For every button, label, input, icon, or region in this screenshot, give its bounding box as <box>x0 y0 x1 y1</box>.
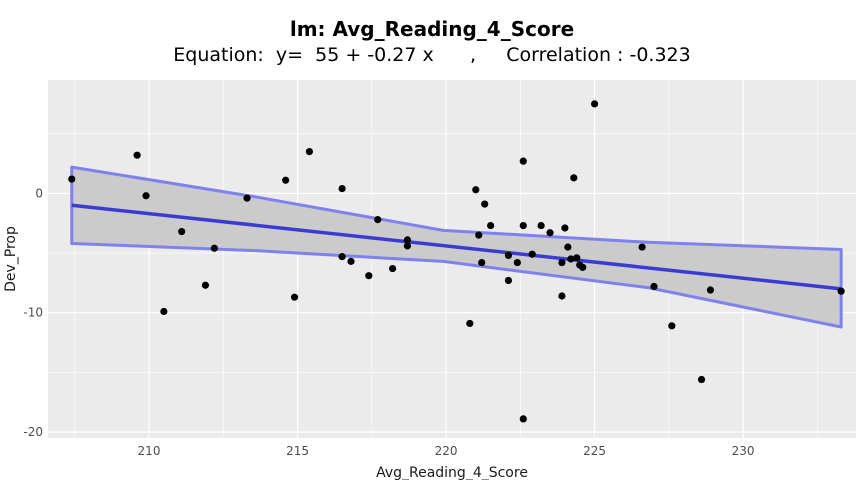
data-point <box>160 307 168 316</box>
data-point <box>519 221 527 230</box>
data-point <box>487 221 495 230</box>
data-point <box>528 250 536 258</box>
data-point <box>558 292 566 300</box>
data-point <box>365 272 373 280</box>
y-tick-label: 0 <box>35 186 43 200</box>
data-point <box>403 242 412 250</box>
data-point <box>374 216 382 224</box>
data-point <box>282 176 290 184</box>
data-point <box>567 255 575 263</box>
data-point <box>243 194 251 202</box>
chart-subtitle: Equation: y= 55 + -0.27 x , Correlation … <box>173 44 691 66</box>
x-tick-label: 225 <box>583 444 606 458</box>
data-point <box>650 282 658 291</box>
data-point <box>504 251 513 260</box>
data-point <box>210 244 218 252</box>
regression-line-group <box>71 203 842 291</box>
data-point <box>590 100 599 108</box>
data-point <box>668 322 676 330</box>
data-point <box>472 186 480 194</box>
data-point <box>466 319 474 328</box>
x-tick-label: 215 <box>286 444 309 458</box>
data-point <box>837 287 845 295</box>
y-tick-label: -10 <box>23 306 43 320</box>
data-point <box>142 192 150 200</box>
y-tick-label: -20 <box>23 425 43 439</box>
data-point <box>475 231 483 239</box>
data-point <box>579 263 587 271</box>
data-point <box>478 258 486 267</box>
data-point <box>573 254 581 262</box>
data-points <box>68 100 845 423</box>
y-tick-labels: 0 -10 -20 <box>23 186 43 439</box>
x-tick-label: 230 <box>732 444 755 458</box>
data-point <box>388 264 397 273</box>
data-point <box>638 243 646 251</box>
data-point <box>290 293 299 301</box>
data-point <box>706 286 715 294</box>
x-axis-title: Avg_Reading_4_Score <box>376 465 528 480</box>
regression-line <box>71 203 842 291</box>
data-point <box>338 253 346 261</box>
data-point <box>519 157 527 165</box>
data-point <box>561 224 569 232</box>
data-point <box>305 148 314 156</box>
x-tick-labels: 210 215 220 225 230 <box>138 444 755 458</box>
data-point <box>338 184 346 193</box>
chart-title: lm: Avg_Reading_4_Score <box>289 17 575 41</box>
data-point <box>697 375 706 384</box>
x-tick-label: 220 <box>435 444 458 458</box>
data-point <box>558 258 566 267</box>
x-tick-label: 210 <box>138 444 161 458</box>
data-point <box>537 221 545 230</box>
data-point <box>133 151 141 159</box>
data-point <box>403 236 412 244</box>
data-point <box>201 281 210 289</box>
data-point <box>564 243 572 251</box>
data-point <box>513 258 521 267</box>
y-axis-title: Dev_Prop <box>3 226 19 292</box>
data-point <box>546 229 554 237</box>
data-point <box>178 227 186 236</box>
data-point <box>347 257 355 265</box>
data-point <box>68 175 76 183</box>
data-point <box>570 174 578 182</box>
data-point <box>504 276 513 285</box>
data-point <box>481 200 489 208</box>
data-point <box>519 415 527 423</box>
